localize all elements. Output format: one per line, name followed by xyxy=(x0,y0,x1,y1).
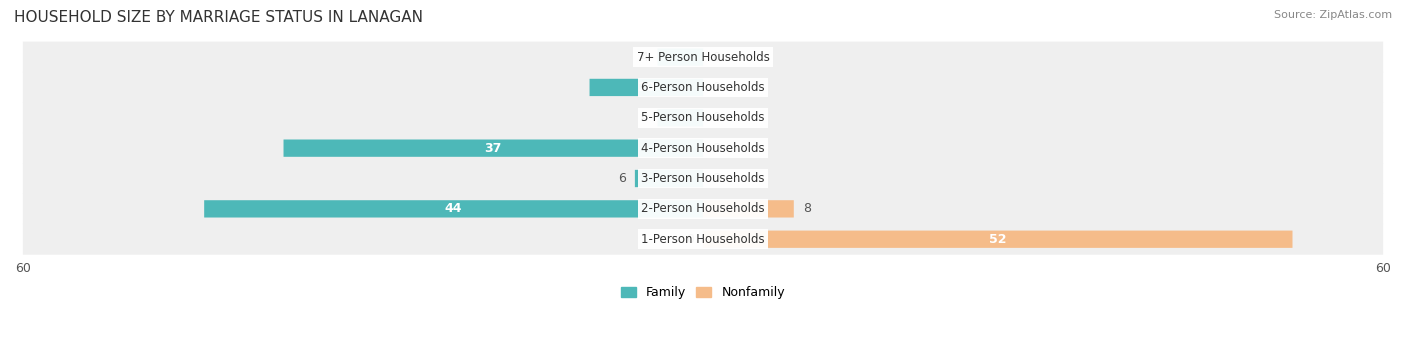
FancyBboxPatch shape xyxy=(204,200,703,218)
Text: 4: 4 xyxy=(641,111,648,124)
FancyBboxPatch shape xyxy=(658,109,703,127)
Text: 2-Person Households: 2-Person Households xyxy=(641,202,765,216)
FancyBboxPatch shape xyxy=(284,139,703,157)
Text: Source: ZipAtlas.com: Source: ZipAtlas.com xyxy=(1274,10,1392,20)
Text: 37: 37 xyxy=(485,142,502,155)
Text: 6: 6 xyxy=(619,172,626,185)
Text: 6-Person Households: 6-Person Households xyxy=(641,81,765,94)
FancyBboxPatch shape xyxy=(22,163,1384,194)
FancyBboxPatch shape xyxy=(658,48,703,66)
Text: 52: 52 xyxy=(988,233,1007,246)
FancyBboxPatch shape xyxy=(22,133,1384,164)
Text: 5-Person Households: 5-Person Households xyxy=(641,111,765,124)
FancyBboxPatch shape xyxy=(22,102,1384,133)
FancyBboxPatch shape xyxy=(703,200,794,218)
Text: 0: 0 xyxy=(711,111,720,124)
FancyBboxPatch shape xyxy=(22,72,1384,103)
FancyBboxPatch shape xyxy=(589,79,703,96)
Text: HOUSEHOLD SIZE BY MARRIAGE STATUS IN LANAGAN: HOUSEHOLD SIZE BY MARRIAGE STATUS IN LAN… xyxy=(14,10,423,25)
FancyBboxPatch shape xyxy=(22,224,1384,255)
Text: 0: 0 xyxy=(711,50,720,63)
Legend: Family, Nonfamily: Family, Nonfamily xyxy=(621,286,785,299)
Text: 44: 44 xyxy=(444,202,463,216)
Text: 10: 10 xyxy=(637,81,655,94)
FancyBboxPatch shape xyxy=(22,42,1384,73)
Text: 0: 0 xyxy=(711,81,720,94)
Text: 8: 8 xyxy=(803,202,811,216)
FancyBboxPatch shape xyxy=(636,170,703,187)
Text: 7+ Person Households: 7+ Person Households xyxy=(637,50,769,63)
Text: 4-Person Households: 4-Person Households xyxy=(641,142,765,155)
Text: 4: 4 xyxy=(641,50,648,63)
FancyBboxPatch shape xyxy=(703,231,1292,248)
Text: 3-Person Households: 3-Person Households xyxy=(641,172,765,185)
Text: 0: 0 xyxy=(711,172,720,185)
Text: 1-Person Households: 1-Person Households xyxy=(641,233,765,246)
Text: 0: 0 xyxy=(711,142,720,155)
Text: 0: 0 xyxy=(686,233,695,246)
FancyBboxPatch shape xyxy=(22,193,1384,224)
